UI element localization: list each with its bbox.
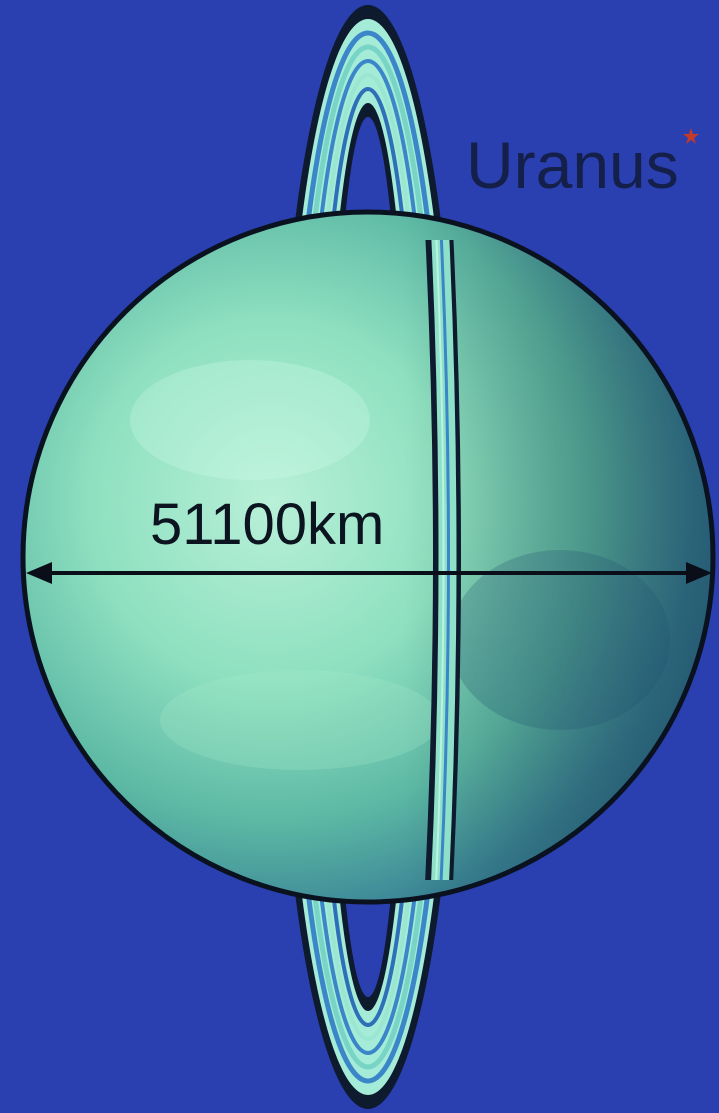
arrowhead-right-icon — [686, 562, 712, 584]
planet-body — [20, 209, 716, 905]
planet-name-label: Uranus — [466, 128, 679, 202]
star-marker-icon — [683, 128, 699, 144]
ring-system-front — [425, 240, 461, 880]
arrowhead-left-icon — [26, 562, 52, 584]
diameter-arrow — [26, 562, 712, 584]
diameter-label: 51100km — [150, 492, 385, 557]
